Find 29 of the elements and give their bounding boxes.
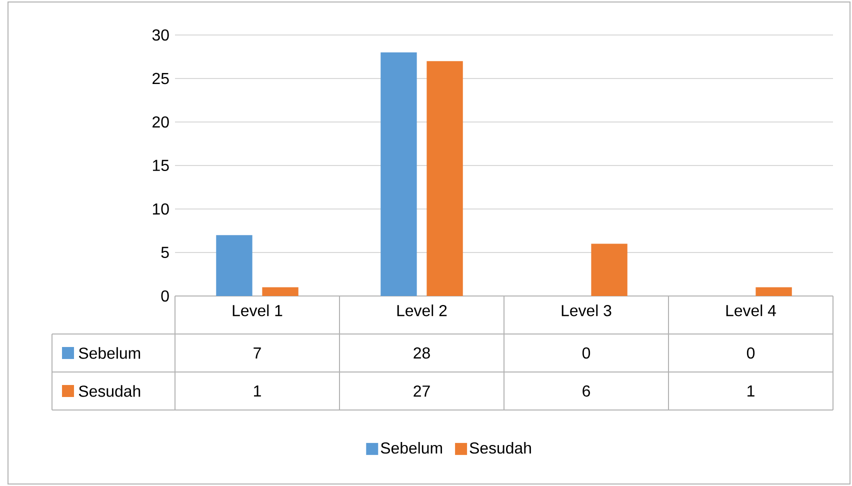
data-label: 28 <box>414 347 430 359</box>
x-tick-label: Level 3 <box>562 304 612 316</box>
y-tick-label: 5 <box>161 246 169 258</box>
bar <box>426 61 463 296</box>
legend-label: Sesudah <box>470 442 531 454</box>
y-tick-label: 0 <box>161 290 169 302</box>
legend-label: Sebelum <box>78 347 140 359</box>
bar <box>262 287 298 296</box>
y-tick-label: 10 <box>152 203 169 215</box>
text: Sesudah <box>78 385 140 397</box>
bar <box>756 287 792 296</box>
x-tick-label: Level 2 <box>397 304 447 316</box>
bar <box>380 52 417 296</box>
x-tick-label: Level 1 <box>232 304 282 316</box>
y-tick-label: 25 <box>152 72 169 84</box>
text: Sebelum <box>380 442 442 454</box>
data-label: 7 <box>254 348 261 358</box>
data-label: 1 <box>748 386 754 396</box>
data-label: 6 <box>582 385 590 397</box>
bar <box>591 244 628 296</box>
data-label: 27 <box>414 385 430 397</box>
x-tick-label: Level 4 <box>726 304 776 316</box>
y-tick-label: 20 <box>152 116 169 128</box>
y-tick-label: 30 <box>152 29 169 41</box>
bar <box>216 235 252 296</box>
data-label: 0 <box>746 347 755 359</box>
data-label: 0 <box>582 347 590 359</box>
y-tick-label: 15 <box>152 160 169 172</box>
data-label: 1 <box>254 386 261 396</box>
